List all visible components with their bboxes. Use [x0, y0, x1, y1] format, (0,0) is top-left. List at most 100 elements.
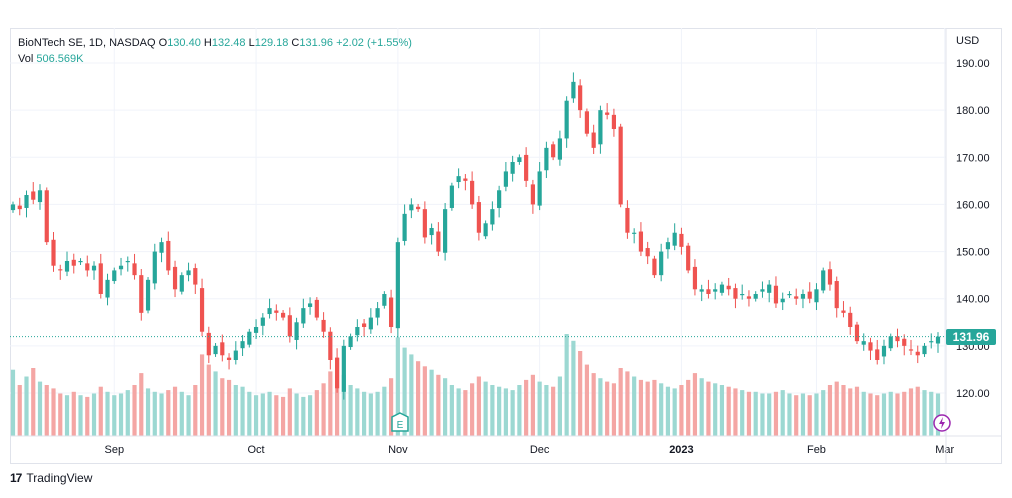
candle-body: [881, 345, 887, 357]
candle-body: [517, 157, 522, 162]
y-tick-label: 140.00: [956, 294, 990, 306]
volume-bar: [760, 393, 765, 436]
axis-layer: 120.00130.00140.00150.00160.00170.00180.…: [10, 28, 1002, 464]
volume-bar: [213, 371, 218, 436]
candle-body: [301, 308, 306, 324]
candle-body: [922, 345, 927, 355]
candle-body: [91, 265, 97, 271]
candle-body: [166, 240, 171, 271]
volume-bar: [125, 390, 130, 436]
volume-bar: [159, 393, 164, 436]
volume-bar: [888, 391, 893, 436]
volume-bar: [341, 374, 346, 436]
candle-body: [841, 310, 846, 313]
candle-body: [395, 242, 400, 329]
candle-body: [888, 336, 893, 349]
candle-body: [800, 294, 806, 299]
volume-value: 506.569K: [36, 53, 84, 65]
x-tick-label: 2023: [669, 444, 693, 456]
candle-body: [659, 251, 664, 276]
volume-bar: [861, 391, 866, 436]
volume-bar: [490, 385, 495, 436]
candle-layer: [10, 72, 941, 400]
candle-body: [584, 111, 589, 134]
volume-row: Vol 506.569K: [18, 51, 412, 67]
volume-bar: [348, 385, 353, 436]
volume-bar: [605, 381, 610, 436]
candle-body: [827, 269, 833, 285]
candle-body: [267, 308, 272, 315]
candle-body: [64, 261, 70, 272]
volume-bar: [902, 391, 907, 436]
candle-body: [605, 112, 610, 115]
candle-body: [875, 349, 880, 360]
candle-body: [44, 190, 49, 243]
change-value: +2.02 (+1.55%): [336, 37, 412, 49]
candle-body: [719, 284, 725, 293]
candle-body: [145, 279, 151, 311]
x-tick-label: Mar: [935, 444, 954, 456]
volume-bar: [787, 393, 792, 436]
volume-bar: [875, 395, 880, 436]
volume-bar: [544, 385, 549, 436]
volume-bar: [814, 393, 819, 436]
candle-body: [564, 100, 569, 139]
candle-body: [524, 154, 529, 181]
volume-bar: [476, 376, 481, 436]
candle-body: [260, 317, 265, 326]
candle-body: [71, 259, 76, 266]
candle-body: [780, 298, 785, 303]
candle-body: [253, 327, 259, 333]
volume-bar: [686, 379, 691, 436]
candle-body: [355, 327, 360, 336]
candle-body: [551, 144, 556, 158]
volume-bar: [253, 395, 259, 436]
volume-bar: [64, 395, 70, 436]
volume-bar: [659, 383, 664, 436]
candle-body: [821, 270, 826, 291]
candle-body: [17, 205, 22, 210]
candle-body: [665, 242, 671, 250]
candle-body: [686, 245, 691, 271]
volume-bar: [625, 371, 630, 436]
candle-body: [787, 294, 792, 296]
volume-bar: [611, 383, 617, 436]
earnings-icon[interactable]: E: [391, 412, 409, 432]
candle-body: [172, 266, 178, 290]
volume-bar: [416, 361, 421, 436]
volume-bar: [85, 396, 90, 436]
close-value: 131.96: [299, 37, 334, 49]
volume-bar: [17, 385, 22, 436]
candle-body: [280, 312, 286, 318]
lightning-icon[interactable]: [933, 414, 951, 432]
volume-bar: [260, 393, 265, 436]
volume-bar: [118, 393, 124, 436]
volume-bar: [37, 381, 43, 436]
volume-bar: [78, 395, 83, 436]
volume-bar: [429, 369, 434, 436]
candle-body: [773, 285, 779, 304]
volume-bar: [551, 386, 556, 436]
candle-body: [902, 338, 907, 346]
volume-bar: [307, 395, 313, 436]
candle-body: [307, 303, 313, 307]
tradingview-brand[interactable]: 17 TradingView: [10, 471, 92, 485]
candle-body: [85, 263, 90, 271]
volume-bar: [483, 381, 488, 436]
volume-bar: [355, 388, 360, 436]
candle-body: [368, 317, 373, 330]
volume-bar: [233, 385, 238, 436]
volume-bar: [145, 388, 151, 436]
y-tick-label: 190.00: [956, 58, 990, 70]
candle-body: [199, 288, 205, 332]
volume-bar: [463, 390, 468, 436]
candle-body: [632, 232, 637, 234]
symbol-name: BioNTech SE, 1D, NASDAQ: [18, 37, 156, 49]
volume-bar: [503, 388, 508, 436]
volume-bar: [598, 378, 603, 436]
candle-body: [274, 310, 279, 313]
earnings-badge-text: E: [397, 420, 404, 431]
volume-bar: [470, 383, 475, 436]
chart-frame[interactable]: [10, 28, 1002, 464]
